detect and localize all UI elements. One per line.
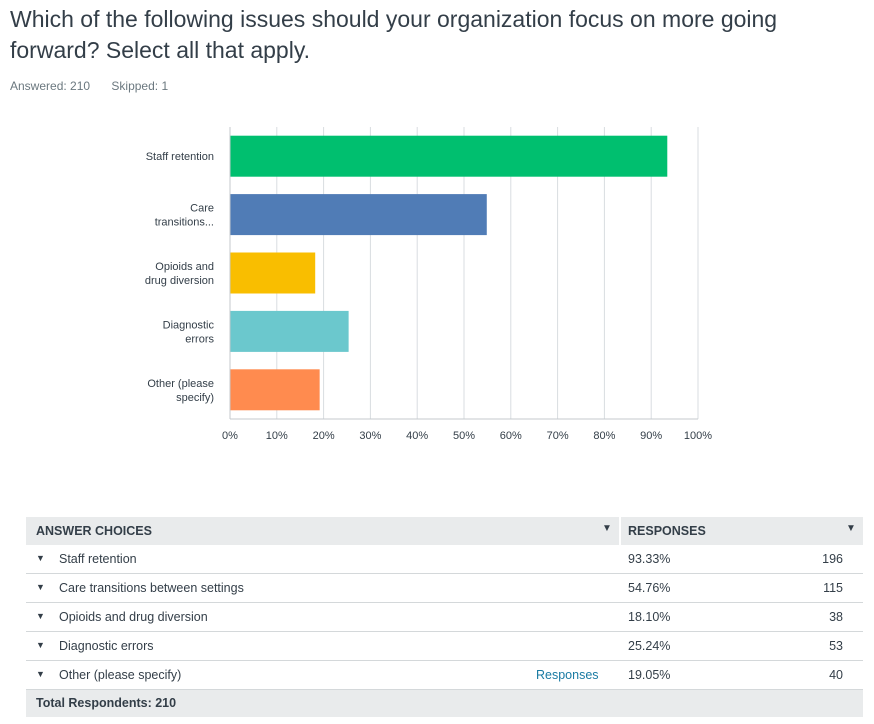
- x-tick-label: 0%: [222, 430, 238, 442]
- x-tick-label: 70%: [547, 430, 569, 442]
- x-tick-label: 20%: [313, 430, 335, 442]
- row-label: Care transitions between settings: [59, 581, 244, 595]
- table-row: ▼ Care transitions between settings 54.7…: [26, 574, 863, 603]
- total-respondents: Total Respondents: 210: [36, 696, 177, 710]
- row-percent: 19.05%: [628, 668, 671, 682]
- x-tick-label: 80%: [593, 430, 615, 442]
- bar-chart: 0% 10% 20% 30% 40% 50% 60% 70% 80% 90% 100% Staff r…: [145, 127, 712, 442]
- category-label: Other (please: [147, 378, 214, 390]
- category-label: specify): [176, 392, 214, 404]
- table-row: ▼ Opioids and drug diversion 18.10% 38: [26, 603, 863, 632]
- row-percent: 93.33%: [628, 552, 671, 566]
- x-tick-label: 100%: [684, 430, 712, 442]
- bar: [230, 194, 487, 236]
- bar: [230, 310, 349, 352]
- table-header: ANSWER CHOICES ▼ RESPONSES ▼: [26, 517, 863, 545]
- header-divider: [619, 517, 621, 545]
- expand-caret-icon[interactable]: ▼: [36, 611, 45, 621]
- bar: [230, 135, 668, 177]
- x-tick-label: 30%: [359, 430, 381, 442]
- row-label: Other (please specify): [59, 668, 182, 682]
- question-title: Which of the following issues should you…: [10, 6, 778, 63]
- x-tick-label: 10%: [266, 430, 288, 442]
- table-footer: Total Respondents: 210: [26, 690, 863, 717]
- response-table: ANSWER CHOICES ▼ RESPONSES ▼ ▼ Staff ret…: [26, 517, 863, 717]
- category-label: transitions...: [155, 217, 214, 229]
- table-row: ▼ Other (please specify) Responses 19.05…: [26, 661, 863, 690]
- responses-header[interactable]: RESPONSES: [628, 524, 706, 538]
- bar: [230, 252, 316, 294]
- answer-choices-header[interactable]: ANSWER CHOICES: [36, 524, 152, 538]
- category-label: Staff retention: [146, 151, 214, 163]
- expand-caret-icon[interactable]: ▼: [36, 582, 45, 592]
- row-percent: 18.10%: [628, 610, 671, 624]
- expand-caret-icon[interactable]: ▼: [36, 553, 45, 563]
- skipped-count: Skipped: 1: [111, 79, 169, 93]
- x-tick-label: 60%: [500, 430, 522, 442]
- row-count: 38: [829, 610, 843, 624]
- category-label: Diagnostic: [163, 319, 215, 331]
- row-label: Diagnostic errors: [59, 639, 154, 653]
- answered-count: Answered: 210: [10, 79, 91, 93]
- x-tick-label: 90%: [640, 430, 662, 442]
- bar: [230, 369, 320, 411]
- x-tick-label: 50%: [453, 430, 475, 442]
- sort-choices-icon[interactable]: ▼: [602, 523, 612, 534]
- category-label: Care: [190, 203, 214, 215]
- row-count: 40: [829, 668, 843, 682]
- x-tick-label: 40%: [406, 430, 428, 442]
- expand-caret-icon[interactable]: ▼: [36, 640, 45, 650]
- row-count: 53: [829, 639, 843, 653]
- expand-caret-icon[interactable]: ▼: [36, 669, 45, 679]
- responses-link[interactable]: Responses: [536, 668, 599, 682]
- category-label: Opioids and: [155, 261, 214, 273]
- row-count: 196: [822, 552, 843, 566]
- table-row: ▼ Diagnostic errors 25.24% 53: [26, 632, 863, 661]
- row-label: Opioids and drug diversion: [59, 610, 208, 624]
- row-count: 115: [823, 581, 843, 595]
- category-label: errors: [185, 333, 214, 345]
- category-label: drug diversion: [145, 275, 214, 287]
- row-label: Staff retention: [59, 552, 137, 566]
- response-summary: Answered: 210 Skipped: 1: [10, 79, 186, 93]
- row-percent: 54.76%: [628, 581, 671, 595]
- row-percent: 25.24%: [628, 639, 671, 653]
- sort-responses-icon[interactable]: ▼: [846, 523, 856, 534]
- table-row: ▼ Staff retention 93.33% 196: [26, 545, 863, 574]
